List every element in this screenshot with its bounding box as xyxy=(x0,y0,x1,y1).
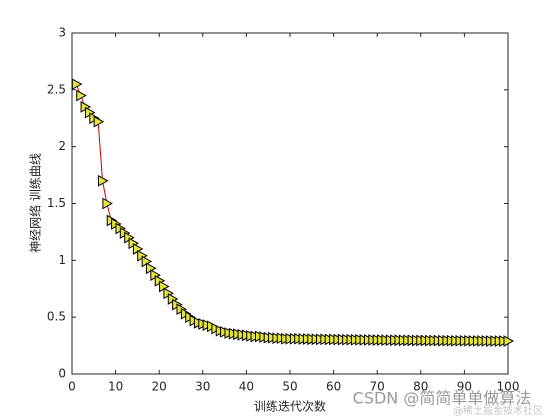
x-tick-label: 0 xyxy=(68,380,76,394)
x-axis-label: 训练迭代次数 xyxy=(254,399,326,414)
marker xyxy=(98,174,109,187)
x-tick-label: 100 xyxy=(497,380,520,394)
axes-box xyxy=(71,32,509,375)
x-tick-label: 90 xyxy=(457,380,472,394)
marker xyxy=(93,115,105,128)
marker xyxy=(503,335,515,347)
marker xyxy=(76,89,87,102)
x-tick-label: 70 xyxy=(370,380,385,394)
y-tick-label: 2.5 xyxy=(47,82,66,96)
y-tick-label: 0.5 xyxy=(47,310,66,324)
x-tick-label: 80 xyxy=(413,380,428,394)
y-tick-label: 2 xyxy=(58,139,66,153)
x-tick-label: 20 xyxy=(152,380,167,394)
y-tick-label: 3 xyxy=(58,26,66,40)
x-tick-label: 30 xyxy=(195,380,210,394)
y-tick-label: 1 xyxy=(58,253,66,267)
x-tick-label: 40 xyxy=(239,380,254,394)
y-tick-label: 1.5 xyxy=(47,196,66,210)
y-axis-label: 神经网络 训练曲线 xyxy=(28,153,43,253)
x-tick-label: 60 xyxy=(326,380,341,394)
watermark-secondary: @稀土掘金技术社区 xyxy=(453,404,543,417)
marker xyxy=(102,197,113,210)
watermark: CSDN @简简单单做算法 xyxy=(353,389,532,408)
y-tick-label: 0 xyxy=(58,367,66,381)
x-tick-label: 50 xyxy=(282,380,297,394)
x-tick-label: 10 xyxy=(108,380,123,394)
marker xyxy=(71,78,83,90)
